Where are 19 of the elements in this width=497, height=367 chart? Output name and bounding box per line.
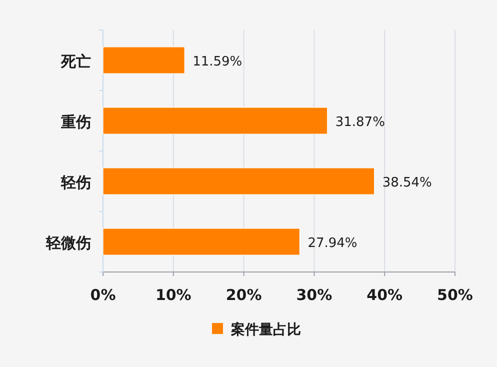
data-label: 31.87% (335, 114, 385, 130)
x-tick-label: 20% (226, 286, 262, 304)
bar (102, 46, 185, 74)
x-tick-label: 30% (296, 286, 332, 304)
x-tick-label: 0% (90, 286, 116, 304)
data-label: 11.59% (192, 54, 242, 70)
data-label: 38.54% (382, 175, 432, 190)
legend-label: 案件量占比 (230, 321, 301, 338)
y-tick-label: 轻伤 (60, 173, 91, 192)
x-tick-label: 40% (366, 286, 403, 304)
data-label: 27.94% (308, 236, 358, 251)
y-tick-label: 轻微伤 (45, 234, 91, 252)
bar (102, 228, 300, 256)
y-tick-label: 重伤 (60, 112, 91, 131)
x-tick-label: 10% (155, 286, 192, 304)
bar (102, 107, 328, 134)
bar (102, 168, 375, 195)
x-tick-label: 50% (437, 286, 473, 304)
y-tick-label: 死亡 (60, 52, 91, 70)
